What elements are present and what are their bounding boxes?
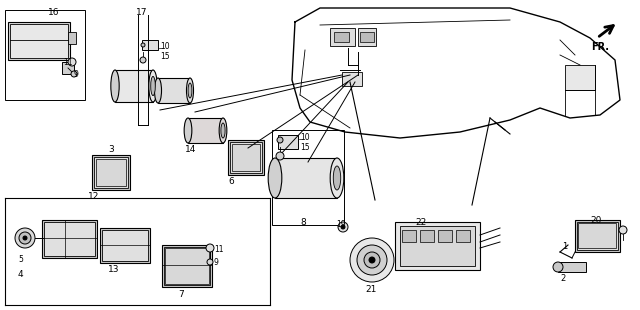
Circle shape [338, 222, 348, 232]
Text: 2: 2 [560, 274, 565, 283]
Circle shape [141, 43, 145, 47]
Text: 5: 5 [18, 255, 23, 264]
Text: 9: 9 [214, 258, 219, 267]
Bar [400, 226, 475, 266]
Bar [330, 28, 355, 46]
Ellipse shape [111, 70, 119, 102]
Circle shape [71, 71, 77, 77]
Bar [62, 62, 74, 74]
Bar [8, 22, 70, 60]
Ellipse shape [330, 158, 344, 198]
Circle shape [140, 57, 146, 63]
Bar [10, 24, 68, 58]
Bar [402, 230, 416, 242]
Circle shape [68, 58, 76, 66]
Bar [395, 222, 480, 270]
Circle shape [369, 257, 375, 263]
Bar [275, 158, 337, 198]
Bar [360, 32, 374, 42]
Text: 10: 10 [300, 133, 310, 142]
Bar [100, 228, 150, 263]
Bar [165, 248, 209, 284]
Text: 7: 7 [178, 290, 184, 299]
Circle shape [19, 232, 31, 244]
Ellipse shape [151, 76, 156, 95]
Circle shape [277, 137, 283, 143]
Circle shape [350, 238, 394, 282]
Text: 13: 13 [108, 265, 120, 274]
Text: 10: 10 [160, 42, 170, 51]
Ellipse shape [333, 166, 340, 190]
Bar [438, 230, 452, 242]
Bar [68, 32, 76, 44]
Ellipse shape [186, 78, 193, 103]
Bar [162, 245, 212, 287]
Bar [272, 130, 344, 225]
Bar [228, 140, 264, 175]
Text: 21: 21 [365, 285, 376, 294]
Text: 11: 11 [63, 58, 72, 67]
Bar [96, 159, 126, 186]
Bar [342, 72, 362, 86]
Circle shape [23, 236, 27, 240]
Text: 19: 19 [336, 220, 346, 229]
Bar [232, 144, 260, 171]
Circle shape [206, 244, 214, 252]
Circle shape [553, 262, 563, 272]
Bar [142, 40, 158, 50]
Text: 15: 15 [300, 143, 310, 152]
Bar [420, 230, 434, 242]
Ellipse shape [221, 123, 225, 138]
Text: 1: 1 [562, 242, 567, 251]
Bar [558, 262, 586, 272]
Bar [5, 10, 85, 100]
Text: 3: 3 [108, 145, 114, 154]
Text: 14: 14 [185, 145, 196, 154]
Bar [565, 65, 595, 90]
Text: 6: 6 [228, 177, 234, 186]
Bar [577, 222, 618, 250]
Bar [164, 247, 210, 285]
Bar [334, 32, 349, 42]
Text: 11: 11 [214, 245, 223, 254]
Circle shape [207, 259, 213, 265]
Text: 8: 8 [300, 218, 306, 227]
Bar [115, 70, 153, 102]
Ellipse shape [219, 118, 227, 143]
Text: 17: 17 [136, 8, 147, 17]
Bar [575, 220, 620, 252]
Bar [188, 118, 223, 143]
Bar [44, 222, 95, 256]
Bar [278, 135, 298, 149]
Bar [94, 157, 128, 188]
Circle shape [276, 152, 284, 160]
Ellipse shape [154, 78, 161, 103]
Circle shape [15, 228, 35, 248]
Bar [578, 223, 616, 248]
Ellipse shape [188, 83, 192, 98]
Bar [358, 28, 376, 46]
Text: 9: 9 [73, 70, 78, 79]
Circle shape [357, 245, 387, 275]
Bar [92, 155, 130, 190]
Text: 22: 22 [415, 218, 426, 227]
Text: 20: 20 [590, 216, 602, 225]
Text: 15: 15 [160, 52, 170, 61]
Bar [456, 230, 470, 242]
Ellipse shape [149, 70, 157, 102]
Circle shape [341, 225, 345, 229]
Bar [102, 230, 148, 261]
Ellipse shape [184, 118, 192, 143]
Bar [230, 142, 262, 173]
Bar [158, 78, 190, 103]
Text: FR.: FR. [591, 42, 609, 52]
Circle shape [364, 252, 380, 268]
Text: 12: 12 [88, 192, 99, 201]
Bar [42, 220, 97, 258]
Ellipse shape [268, 158, 282, 198]
Circle shape [619, 226, 627, 234]
Text: 16: 16 [48, 8, 60, 17]
Text: 4: 4 [18, 270, 24, 279]
